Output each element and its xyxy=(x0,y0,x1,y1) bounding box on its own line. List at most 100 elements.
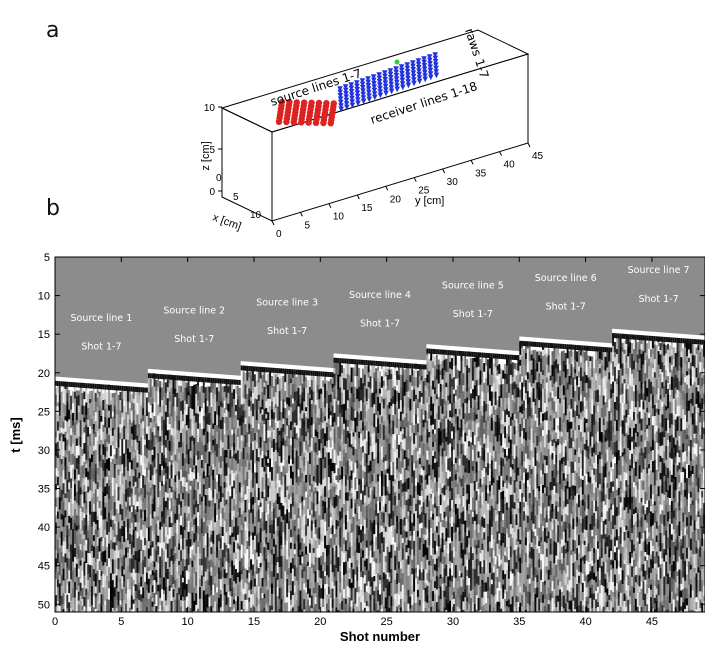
trace-band xyxy=(278,535,281,550)
trace-band xyxy=(221,469,224,483)
trace-band xyxy=(335,410,338,416)
trace-band xyxy=(373,569,376,577)
trace-band xyxy=(55,489,58,499)
trace-band xyxy=(92,569,96,582)
trace-band xyxy=(200,509,204,520)
trace-band xyxy=(119,554,122,563)
trace-band xyxy=(235,517,238,531)
receiver-marker xyxy=(370,74,377,80)
trace-band xyxy=(257,443,260,449)
trace-band xyxy=(373,581,376,592)
trace-band xyxy=(193,514,196,520)
trace-band xyxy=(235,385,238,394)
trace-band xyxy=(297,398,300,407)
trace-band xyxy=(217,480,221,488)
trace-band xyxy=(138,478,141,493)
trace-band xyxy=(299,385,302,396)
trace-band xyxy=(72,541,75,551)
trace-band xyxy=(314,582,317,594)
trace-band xyxy=(379,443,382,452)
trace-band xyxy=(280,578,283,588)
trace-band xyxy=(265,407,268,415)
trace-band xyxy=(373,408,376,414)
receiver-marker xyxy=(399,81,406,87)
trace-band xyxy=(333,555,336,566)
trace-band xyxy=(348,558,351,569)
trace-band xyxy=(318,424,321,440)
trace-band xyxy=(238,501,242,509)
trace-band xyxy=(221,417,224,426)
first-arrival-trough xyxy=(127,386,130,392)
trace-band xyxy=(92,493,96,505)
trace-band xyxy=(153,534,156,550)
trace-band xyxy=(240,404,243,416)
trace-band xyxy=(365,453,368,464)
trace-band xyxy=(89,466,92,481)
trace-band xyxy=(343,504,346,512)
trace-band xyxy=(106,516,109,523)
trace-band xyxy=(185,471,188,483)
trace-band xyxy=(102,551,105,566)
trace-band xyxy=(331,588,334,600)
trace-band xyxy=(362,557,365,572)
first-arrival-trough xyxy=(333,357,336,363)
trace-band xyxy=(316,528,319,539)
first-arrival-trough xyxy=(123,385,126,391)
trace-band xyxy=(259,447,262,456)
trace-band xyxy=(363,560,367,567)
first-arrival-trough xyxy=(204,377,207,383)
trace-band xyxy=(111,519,115,531)
trace-band xyxy=(286,549,289,560)
trace-band xyxy=(316,593,319,608)
trace-band xyxy=(373,494,376,499)
trace-band xyxy=(236,526,240,536)
trace-band xyxy=(64,437,67,451)
trace-band xyxy=(325,447,329,453)
trace-band xyxy=(236,572,240,578)
trace-band xyxy=(236,485,240,500)
trace-band xyxy=(147,548,151,559)
trace-band xyxy=(157,404,160,416)
trace-band xyxy=(293,576,296,586)
trace-band xyxy=(238,595,242,605)
trace-band xyxy=(269,430,272,438)
trace-band xyxy=(252,403,255,417)
trace-band xyxy=(102,410,105,426)
trace-band xyxy=(367,365,370,373)
trace-band xyxy=(301,538,304,553)
trace-band xyxy=(293,438,296,449)
trace-band xyxy=(337,455,340,469)
trace-band xyxy=(318,527,321,540)
first-arrival-trough xyxy=(352,359,355,365)
trace-band xyxy=(206,406,209,417)
trace-band xyxy=(312,401,315,410)
trace-band xyxy=(145,528,149,541)
trace-band xyxy=(121,589,124,604)
trace-band xyxy=(70,503,73,519)
trace-band xyxy=(282,601,285,612)
trace-band xyxy=(369,576,372,587)
trace-band xyxy=(259,563,262,568)
trace-band xyxy=(221,407,224,418)
trace-band xyxy=(274,530,278,541)
trace-band xyxy=(310,595,314,609)
trace-band xyxy=(157,466,160,481)
trace-band xyxy=(111,549,115,560)
trace-band xyxy=(250,410,253,425)
trace-band xyxy=(204,518,207,534)
trace-band xyxy=(314,571,317,583)
trace-band xyxy=(231,536,234,548)
trace-band xyxy=(348,433,351,448)
trace-band xyxy=(352,556,355,570)
trace-band xyxy=(344,561,348,569)
trace-band xyxy=(293,400,296,411)
trace-band xyxy=(295,376,298,392)
trace-band xyxy=(280,536,283,546)
trace-band xyxy=(73,588,77,599)
trace-band xyxy=(119,571,122,579)
trace-band xyxy=(327,610,331,612)
trace-band xyxy=(144,538,147,546)
trace-band xyxy=(240,415,243,426)
trace-band xyxy=(89,514,92,529)
first-arrival-trough xyxy=(199,376,202,382)
